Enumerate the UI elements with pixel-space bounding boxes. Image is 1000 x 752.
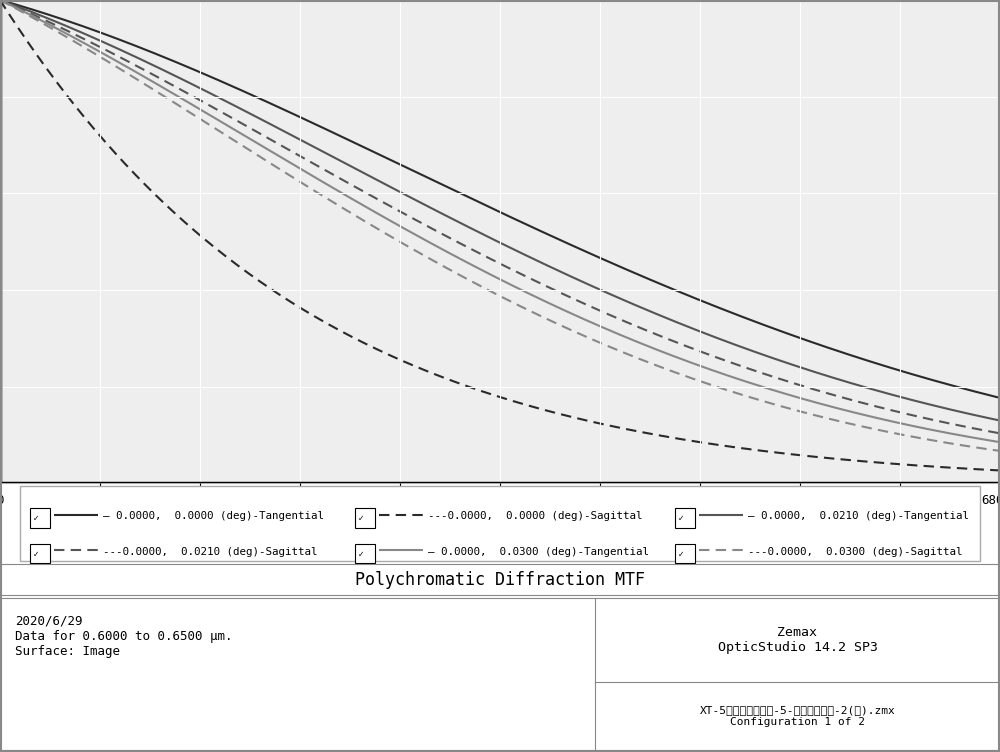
Text: ✓: ✓ bbox=[678, 514, 684, 523]
Text: — 0.0000,  0.0210 (deg)-Tangential: — 0.0000, 0.0210 (deg)-Tangential bbox=[748, 511, 969, 521]
Text: Zemax
OpticStudio 14.2 SP3: Zemax OpticStudio 14.2 SP3 bbox=[718, 626, 878, 653]
Text: ✓: ✓ bbox=[33, 514, 39, 523]
Text: ✓: ✓ bbox=[33, 550, 39, 559]
Text: 2020/6/29
Data for 0.6000 to 0.6500 μm.
Surface: Image: 2020/6/29 Data for 0.6000 to 0.6500 μm. … bbox=[15, 614, 232, 658]
Text: ✓: ✓ bbox=[358, 514, 364, 523]
Text: ✓: ✓ bbox=[358, 550, 364, 559]
Text: — 0.0000,  0.0000 (deg)-Tangential: — 0.0000, 0.0000 (deg)-Tangential bbox=[103, 511, 324, 521]
FancyBboxPatch shape bbox=[355, 544, 375, 563]
Text: — 0.0000,  0.0300 (deg)-Tangential: — 0.0000, 0.0300 (deg)-Tangential bbox=[428, 547, 649, 556]
Text: ---0.0000,  0.0000 (deg)-Sagittal: ---0.0000, 0.0000 (deg)-Sagittal bbox=[428, 511, 642, 521]
FancyBboxPatch shape bbox=[675, 508, 695, 527]
Text: ✓: ✓ bbox=[678, 550, 684, 559]
FancyBboxPatch shape bbox=[20, 487, 980, 560]
FancyBboxPatch shape bbox=[675, 544, 695, 563]
Text: ---0.0000,  0.0210 (deg)-Sagittal: ---0.0000, 0.0210 (deg)-Sagittal bbox=[103, 547, 318, 556]
Text: XT-5双波长初始结构-5-反射光路引出-2(优).zmx
Configuration 1 of 2: XT-5双波长初始结构-5-反射光路引出-2(优).zmx Configurat… bbox=[700, 705, 895, 727]
FancyBboxPatch shape bbox=[30, 544, 50, 563]
Text: ---0.0000,  0.0300 (deg)-Sagittal: ---0.0000, 0.0300 (deg)-Sagittal bbox=[748, 547, 962, 556]
X-axis label: Spatial Frequency in cycles per mm: Spatial Frequency in cycles per mm bbox=[345, 515, 655, 530]
FancyBboxPatch shape bbox=[30, 508, 50, 527]
Text: Polychromatic Diffraction MTF: Polychromatic Diffraction MTF bbox=[355, 571, 645, 589]
FancyBboxPatch shape bbox=[355, 508, 375, 527]
